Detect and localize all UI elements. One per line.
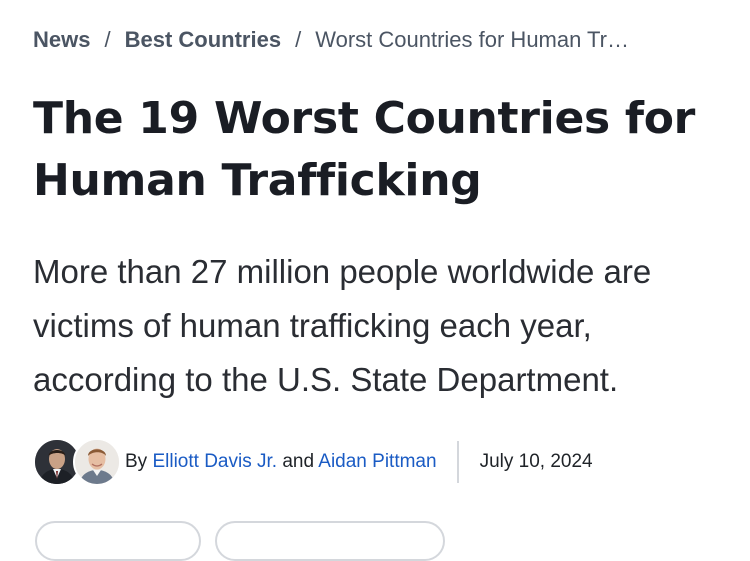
byline-text: By Elliott Davis Jr. and Aidan Pittman [125, 451, 437, 473]
author-avatars [33, 437, 125, 487]
breadcrumb: News / Best Countries / Worst Countries for … [33, 27, 723, 53]
byline-conjunction: and [282, 451, 315, 472]
byline-prefix: By [125, 451, 148, 472]
byline: By Elliott Davis Jr. and Aidan Pittman J… [33, 436, 723, 488]
breadcrumb-current-page: Worst Countries for Human Tr… [315, 27, 630, 52]
breadcrumb-separator: / [104, 27, 111, 52]
action-pill-button[interactable] [215, 521, 445, 561]
share-pill-button[interactable] [35, 521, 201, 561]
article-deck: More than 27 million people worldwide ar… [33, 253, 652, 398]
publish-date: July 10, 2024 [479, 451, 593, 472]
breadcrumb-separator: / [295, 27, 302, 52]
author-link-aidan-pittman[interactable]: Aidan Pittman [318, 451, 437, 472]
author-link-elliott-davis[interactable]: Elliott Davis Jr. [152, 451, 278, 472]
breadcrumb-link-news[interactable]: News [33, 27, 91, 52]
article-title: The 19 Worst Countries for Human Traffic… [33, 93, 696, 206]
byline-divider [456, 441, 459, 483]
breadcrumb-link-best-countries[interactable]: Best Countries [124, 27, 282, 52]
avatar-elliott-davis[interactable] [33, 438, 81, 486]
avatar-aidan-pittman[interactable] [73, 438, 121, 486]
